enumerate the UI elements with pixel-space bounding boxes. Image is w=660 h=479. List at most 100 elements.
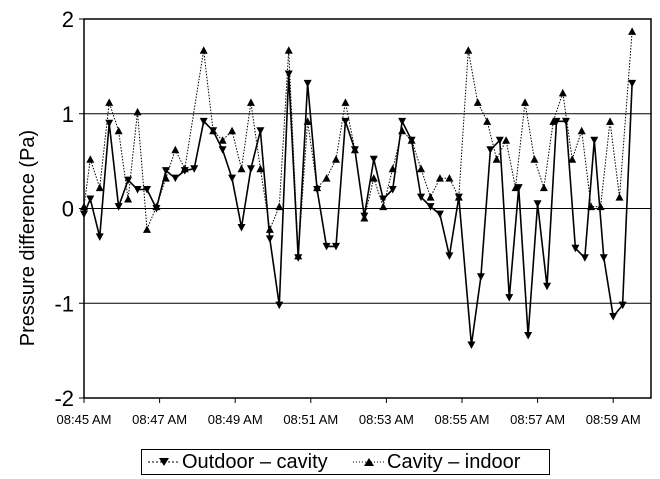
data-point [543,282,552,291]
data-point [209,127,218,135]
data-point [86,155,95,163]
data-point [618,301,627,310]
data-point [571,244,580,253]
data-point [533,200,542,208]
data-point [615,193,624,201]
data-point [530,155,539,163]
x-tick-label: 08:59 AM [586,412,641,427]
data-point [379,202,388,211]
data-point [521,98,529,106]
y-tick-label: 2 [62,7,74,32]
data-point [580,254,589,262]
series-outdoor-cavity [80,70,637,349]
data-point [426,193,435,201]
data-point [561,117,570,126]
data-point [388,186,397,194]
series-cavity-indoor [80,27,637,260]
data-point [524,331,533,340]
data-point [628,79,637,88]
data-point [218,146,227,154]
data-point [350,146,359,154]
x-axis-ticks: 08:45 AM 08:47 AM 08:49 AM 08:51 AM 08:53 AM… [57,398,641,427]
data-point [609,313,618,321]
data-point [114,126,123,135]
legend-marker-triangle-down-icon [148,458,180,466]
data-point [86,195,95,204]
data-point [124,176,133,185]
data-point [171,174,180,183]
data-point [228,126,237,135]
data-point [190,165,199,173]
data-point [445,174,454,182]
data-point [322,242,331,251]
x-tick-label: 08:57 AM [510,412,565,427]
data-point [502,136,511,144]
data-point [199,46,208,54]
data-point [246,165,255,173]
data-point [161,167,170,175]
data-point [124,195,133,203]
data-point [435,174,444,182]
data-point [95,183,104,192]
data-point [246,98,255,106]
data-point [105,119,114,128]
data-point [180,167,189,175]
data-point [284,70,293,78]
data-point [332,155,340,163]
x-tick-label: 08:55 AM [435,412,490,427]
data-point [228,174,237,183]
y-tick-label: -1 [54,291,74,316]
data-point [628,27,637,35]
data-point [486,146,495,154]
data-point [426,203,435,211]
y-axis-title: Pressure difference (Pa) [17,130,39,346]
data-point [505,294,514,302]
data-point [256,164,265,173]
data-point [143,225,151,233]
y-tick-label: -2 [54,386,74,411]
data-point [596,202,605,211]
data-point [379,195,388,204]
data-point [275,202,284,211]
data-point [294,254,303,262]
y-axis-ticks: -2 -1 0 1 2 [54,7,84,411]
data-point [369,155,378,164]
x-tick-label: 08:49 AM [208,412,263,427]
y-tick-label: 1 [62,102,74,127]
data-point [568,155,577,163]
y-tick-label: 0 [62,197,74,222]
data-point [199,117,208,126]
data-point [303,79,312,88]
data-point [237,223,246,232]
data-point [95,233,104,241]
data-point [275,301,284,310]
data-point [398,117,407,126]
data-point [454,193,463,202]
data-point [606,117,615,125]
data-point [133,107,142,116]
data-point [417,164,426,173]
legend-label-outdoor-cavity: Outdoor – cavity [182,451,328,473]
data-point [552,117,561,126]
legend-marker-triangle-up-icon [353,458,385,466]
data-point [514,184,523,192]
series-line [83,31,633,256]
data-point [476,273,485,281]
data-point [445,252,454,260]
data-point [341,117,350,126]
data-point [483,117,492,125]
data-point [590,136,599,145]
data-point [464,46,473,54]
data-point [105,98,114,106]
data-point [313,186,322,194]
data-point [539,183,548,192]
data-point [114,203,123,211]
x-tick-label: 08:53 AM [359,412,414,427]
data-point [265,225,274,233]
data-point [237,164,246,173]
data-point [332,242,340,251]
legend: Outdoor – cavity Cavity – indoor [141,449,550,475]
data-point [435,210,444,219]
data-point [341,98,350,106]
